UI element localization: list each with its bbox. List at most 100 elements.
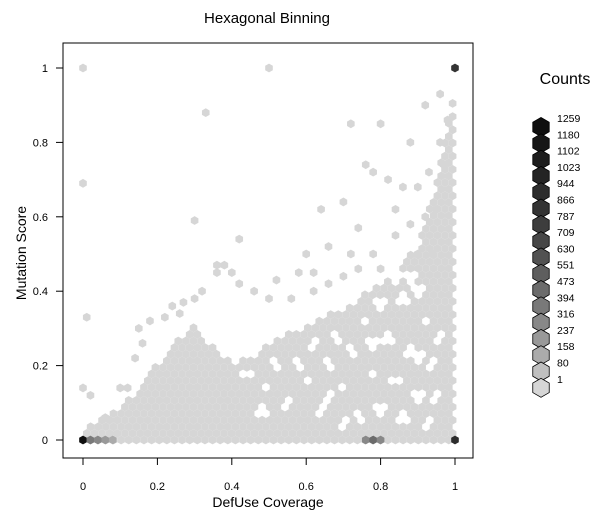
hex-bin — [425, 257, 434, 267]
hex-bin — [269, 422, 278, 432]
hex-bin — [414, 316, 423, 326]
hex-bin — [406, 435, 415, 445]
hex-bin — [239, 382, 247, 392]
hex-bin — [319, 323, 327, 333]
hex-bin — [433, 231, 442, 240]
x-tick-label: 0 — [80, 481, 86, 493]
hex-bin — [418, 415, 426, 425]
hex-bin — [273, 415, 282, 425]
hex-bin — [353, 435, 362, 445]
hex-bin — [288, 415, 297, 425]
hex-bin — [193, 435, 202, 445]
hex-bin — [403, 310, 411, 319]
hex-bin-dense — [86, 435, 95, 445]
hex-bin — [387, 429, 396, 438]
hex-bin — [425, 336, 434, 346]
hex-bin — [406, 250, 415, 260]
hex-bin — [364, 310, 373, 319]
hex-bin — [250, 429, 259, 438]
hex-bin — [182, 402, 190, 412]
hex-bin — [79, 178, 87, 188]
chart-title: Hexagonal Binning — [204, 10, 330, 27]
hex-bin-dense — [361, 435, 370, 445]
hex-bin — [353, 303, 362, 313]
hex-bin — [334, 429, 343, 438]
hex-bin — [182, 429, 190, 438]
hex-bin — [189, 336, 198, 346]
hex-bin — [212, 376, 221, 385]
hex-bin — [429, 382, 438, 392]
hex-bin — [155, 396, 164, 405]
hex-bin — [190, 294, 199, 304]
hex-bin — [422, 264, 430, 273]
hex-bin — [391, 290, 400, 300]
hex-bin — [414, 422, 423, 432]
hex-bin — [441, 349, 449, 359]
y-tick-label: 0 — [42, 435, 48, 447]
hex-bin — [170, 369, 179, 379]
hex-bin — [334, 363, 343, 372]
hex-bin — [414, 409, 423, 418]
hex-bin — [254, 369, 263, 379]
hex-bin — [349, 389, 358, 399]
hex-bin — [425, 323, 434, 333]
hex-bin — [273, 429, 282, 438]
hex-bin — [227, 429, 236, 438]
x-axis-title: DefUse Coverage — [212, 494, 323, 510]
hex-bin — [315, 396, 324, 405]
hex-bin — [425, 270, 434, 280]
hex-bin — [433, 257, 442, 267]
legend-items: 1259 1180 1102 1023 944 866 787 709 630 551 473 394… — [532, 113, 581, 398]
hex-bin — [143, 389, 152, 399]
hex-bin — [163, 422, 171, 432]
hex-bin — [418, 297, 426, 306]
hex-bin — [437, 343, 445, 352]
hex-bin — [159, 429, 167, 438]
hex-bin — [231, 369, 240, 379]
hex-bin — [448, 376, 457, 385]
hex-bin — [204, 415, 213, 425]
hex-bin — [403, 257, 411, 267]
hex-bin — [220, 402, 228, 412]
hex-bin — [262, 422, 270, 432]
hex-bin — [300, 343, 308, 352]
hex-bin — [399, 356, 407, 366]
hex-bin — [403, 336, 411, 346]
hex-bin — [445, 435, 453, 445]
hex-bin — [227, 402, 236, 412]
hex-bin — [193, 396, 202, 405]
hex-bin — [250, 376, 259, 385]
hex-bin — [288, 336, 297, 346]
hex-bin — [414, 330, 423, 339]
hex-bin — [216, 382, 224, 392]
hex-bin — [361, 396, 369, 405]
hex-bin — [380, 429, 388, 438]
hex-bin — [349, 429, 358, 438]
hex-bin — [422, 237, 430, 247]
hex-bin — [124, 396, 133, 405]
x-axis: 0 0.2 0.4 0.6 0.8 1 — [80, 458, 458, 493]
hex-bin — [338, 356, 346, 366]
hex-bin — [227, 268, 236, 277]
hex-bin — [197, 389, 205, 399]
hex-bin — [311, 363, 320, 372]
hex-bin — [79, 63, 87, 73]
hex-bin — [361, 382, 369, 392]
hex-bin — [406, 316, 415, 326]
hex-bin — [364, 429, 373, 438]
hex-bin — [445, 250, 453, 260]
legend-label: 80 — [557, 358, 569, 370]
hex-bin — [349, 376, 358, 385]
hex-bin — [338, 369, 346, 379]
hex-bin — [281, 415, 289, 425]
hex-bin — [391, 231, 400, 240]
hex-bin — [448, 178, 457, 187]
x-tick-label: 0.4 — [224, 481, 239, 493]
hex-bin — [433, 376, 442, 385]
hex-bin — [380, 389, 388, 399]
hex-bin — [216, 396, 224, 405]
hex-bin — [315, 382, 324, 392]
hex-bin-dense — [369, 435, 377, 445]
hex-bin — [166, 415, 175, 425]
hex-bin — [277, 382, 285, 392]
